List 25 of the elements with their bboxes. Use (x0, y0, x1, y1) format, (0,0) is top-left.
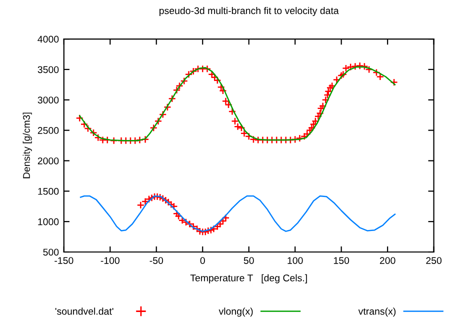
x-tick-label: 250 (426, 257, 442, 264)
x-tick-label: 150 (334, 257, 350, 264)
line-series (78, 66, 396, 142)
y-tick-label: 2000 (38, 157, 59, 164)
x-tick-label: 0 (200, 257, 205, 264)
y-tick-label: 4000 (38, 36, 59, 43)
x-axis-title: Temperature T [deg Cels.] (190, 274, 307, 284)
x-tick-label: -150 (54, 257, 74, 264)
x-tick-label: 100 (288, 257, 303, 264)
y-tick-label: 3000 (38, 96, 59, 104)
y-tick-label: 3500 (38, 66, 59, 74)
y-axis-title: Density [g/cm3] (22, 112, 32, 178)
y-tick-label: 2500 (38, 127, 59, 134)
y-tick-label: 1000 (38, 218, 59, 226)
legend-label: vlong(x) (218, 308, 253, 317)
x-tick-label: 200 (380, 257, 396, 264)
x-tick-label: -50 (150, 257, 164, 264)
x-tick-label: -100 (100, 257, 120, 264)
chart-title: pseudo-3d multi-branch fit to velocity data (160, 6, 339, 16)
x-tick-label: 50 (244, 257, 254, 264)
y-tick-label: 1500 (38, 188, 59, 195)
line-series (80, 195, 396, 232)
y-tick-label: 500 (43, 248, 59, 256)
legend-label: 'soundvel.dat' (55, 308, 114, 315)
legend-label: vtrans(x) (358, 308, 396, 317)
